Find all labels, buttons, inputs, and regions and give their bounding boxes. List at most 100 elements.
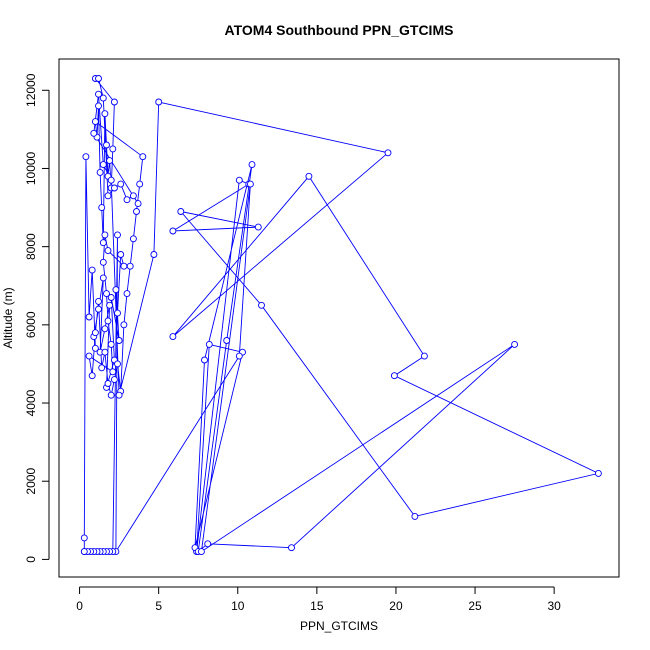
data-point [101, 231, 109, 239]
data-point [91, 329, 99, 337]
data-point [106, 301, 114, 309]
data-point [139, 153, 147, 161]
data-point [120, 321, 128, 329]
data-point [288, 544, 295, 552]
data-point [107, 391, 115, 399]
data-point [384, 149, 392, 157]
data-point [420, 352, 428, 360]
data-point [123, 290, 131, 298]
y-tick-label: 10000 [24, 151, 38, 185]
data-point [107, 176, 115, 184]
data-point [112, 286, 120, 294]
data-point [96, 168, 104, 176]
data-point [169, 227, 177, 235]
data-point [103, 141, 110, 149]
data-point [99, 239, 107, 247]
data-point [169, 333, 177, 341]
y-tick-label: 8000 [24, 233, 38, 260]
data-point [104, 317, 112, 325]
y-axis-label: Altitude (m) [1, 287, 15, 348]
y-tick-label: 2000 [24, 468, 38, 495]
data-point [91, 344, 99, 352]
data-point [411, 512, 419, 520]
data-point [155, 98, 163, 106]
data-point [91, 118, 99, 126]
data-point [120, 262, 128, 270]
data-point [95, 297, 102, 305]
data-point [95, 90, 102, 98]
data-point [101, 325, 109, 333]
data-point [246, 180, 254, 188]
data-point [85, 352, 93, 360]
data-point [99, 161, 107, 169]
data-point [511, 340, 519, 348]
y-tick-label: 0 [24, 556, 38, 563]
plot-frame [58, 58, 620, 578]
data-point [82, 153, 90, 161]
data-point [110, 98, 118, 106]
data-point [110, 184, 118, 192]
data-point [150, 251, 158, 258]
data-point [126, 262, 134, 270]
data-point [98, 364, 106, 372]
series-line [83, 78, 600, 554]
x-tick-label: 15 [310, 599, 324, 613]
data-point [205, 340, 213, 348]
x-tick-label: 10 [231, 599, 245, 613]
data-point [114, 309, 121, 317]
data-point [115, 391, 123, 399]
data-point [115, 337, 123, 344]
data-point [104, 192, 112, 200]
y-tick-label: 4000 [24, 389, 38, 416]
data-point [95, 75, 102, 82]
data-point [109, 145, 117, 153]
data-point [90, 129, 98, 137]
data-point [117, 251, 125, 258]
data-point [88, 372, 96, 380]
data-point [80, 548, 88, 556]
data-point [235, 352, 243, 360]
data-point [235, 176, 243, 184]
data-point [107, 340, 115, 348]
y-tick-label: 6000 [24, 311, 38, 338]
x-tick-label: 5 [155, 599, 162, 613]
x-tick-label: 25 [468, 599, 482, 613]
data-point [254, 223, 262, 231]
data-point [98, 204, 106, 212]
data-point [114, 231, 121, 239]
x-tick-label: 0 [76, 599, 83, 613]
data-point [248, 161, 256, 169]
data-point [101, 348, 109, 356]
data-point [594, 469, 602, 477]
data-point [95, 102, 102, 110]
data-point [88, 266, 96, 274]
data-point [133, 208, 140, 215]
data-point [197, 548, 205, 556]
data-point [117, 180, 125, 188]
data-point [177, 208, 185, 215]
data-point [136, 180, 144, 188]
data-point [204, 540, 212, 548]
y-tick-label: 12000 [24, 73, 38, 107]
data-point [129, 235, 137, 243]
data-point [201, 356, 208, 364]
data-point [103, 290, 110, 298]
data-point [129, 192, 137, 200]
data-point [99, 94, 107, 102]
data-point [223, 337, 231, 344]
x-axis: 0 5 10 15 20 25 30 [76, 586, 561, 613]
data-point [390, 372, 398, 380]
series-points [80, 75, 602, 556]
data-point [95, 305, 102, 313]
data-point [110, 376, 118, 384]
chart-title: ATOM4 Southbound PPN_GTCIMS [225, 22, 454, 38]
x-tick-label: 30 [547, 599, 561, 613]
data-point [258, 301, 265, 309]
series-line-path [83, 78, 600, 554]
data-point [99, 258, 107, 266]
data-point [134, 200, 142, 208]
data-point [107, 294, 115, 301]
data-point [106, 157, 114, 165]
x-axis-label: PPN_GTCIMS [300, 619, 378, 633]
